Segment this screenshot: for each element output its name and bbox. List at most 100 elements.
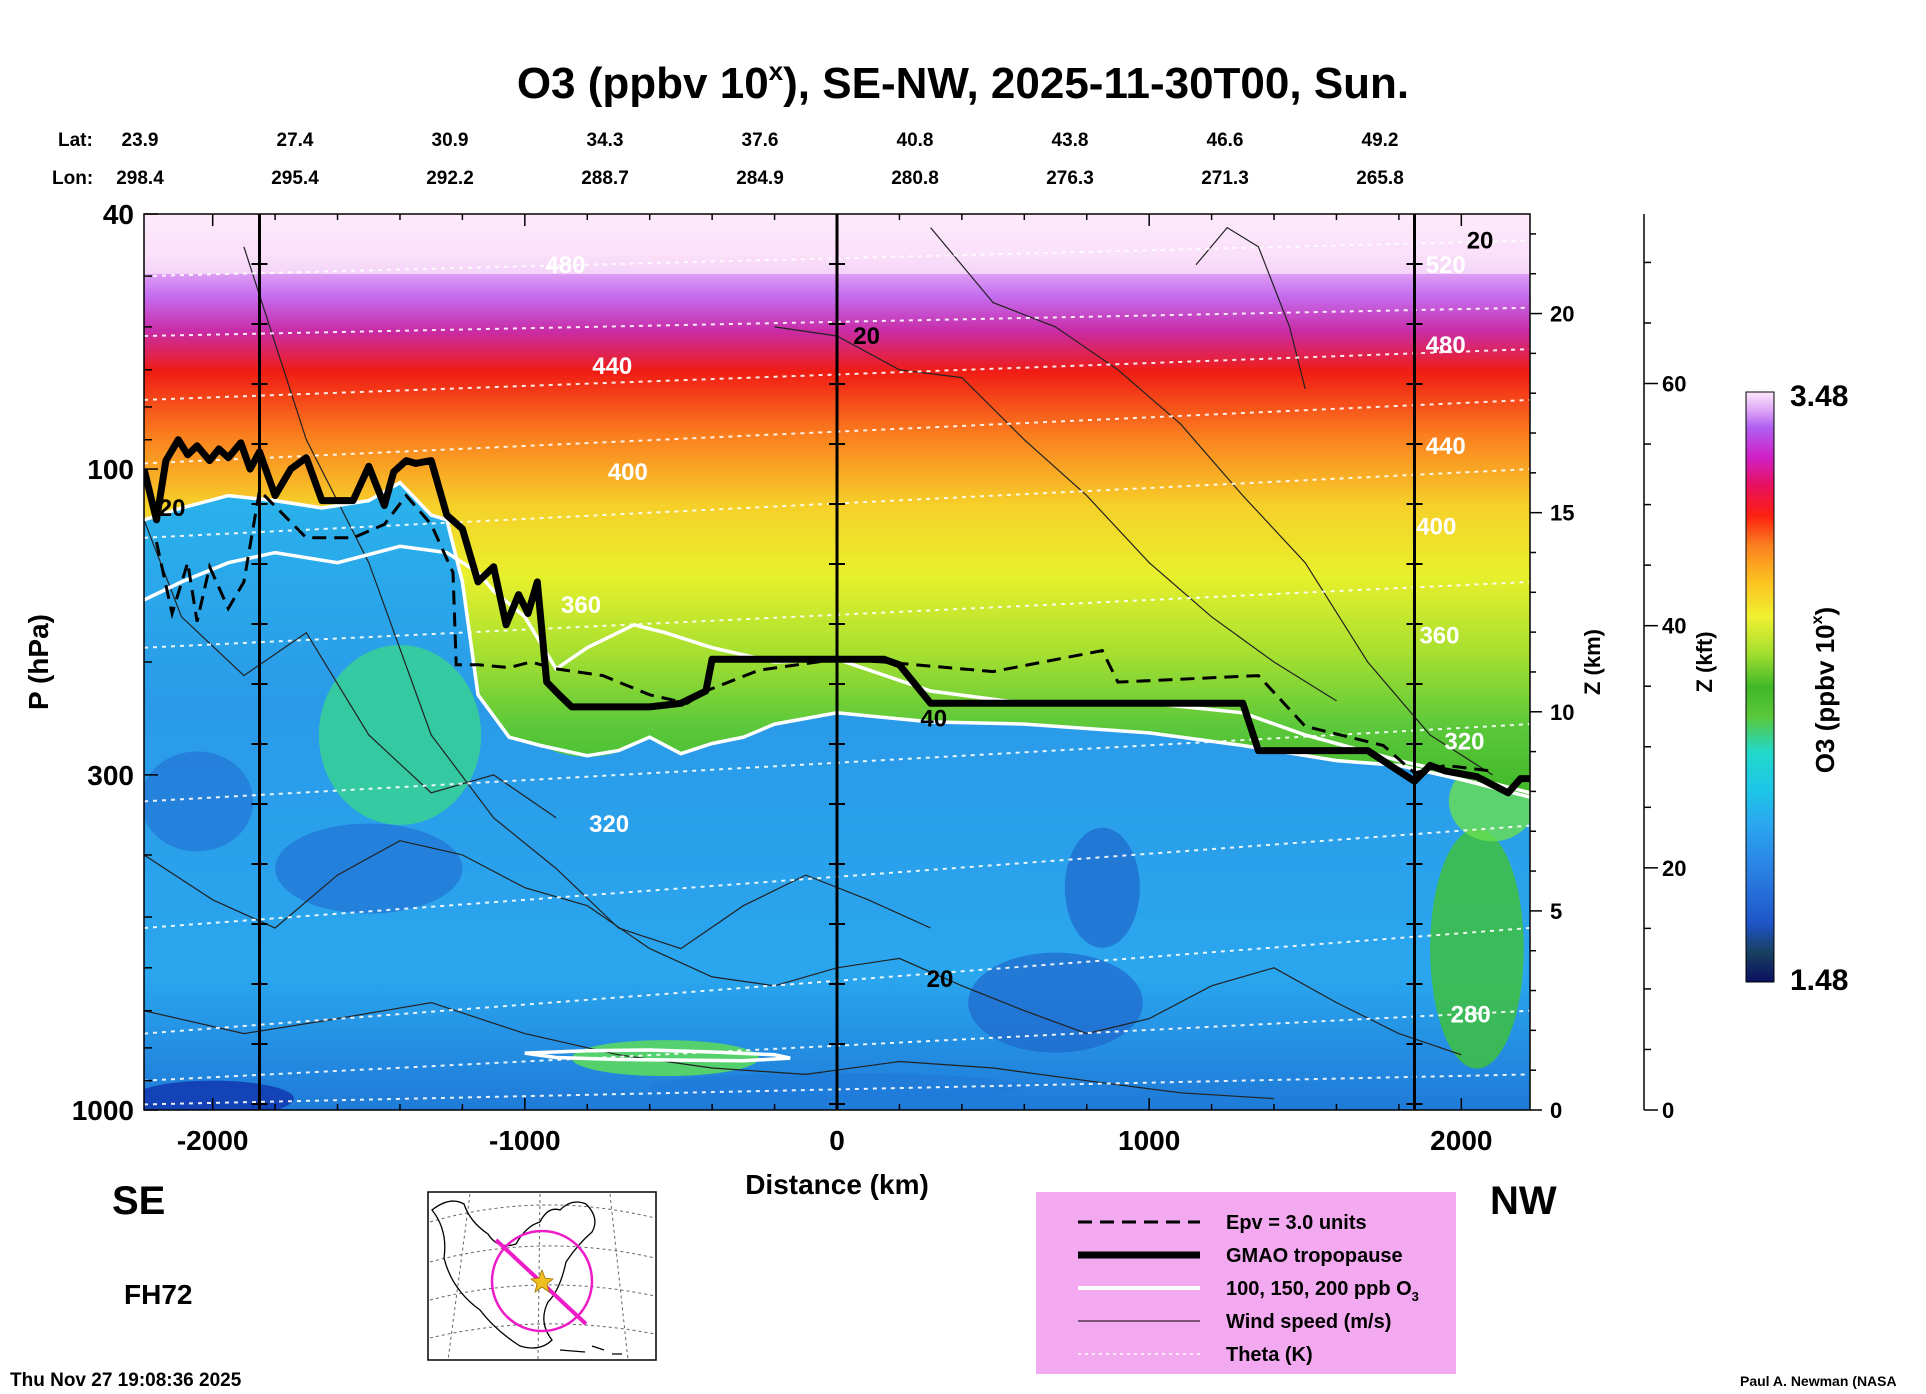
lon-value: 295.4: [271, 168, 319, 189]
theta-label: 360: [561, 592, 601, 619]
colorbar: 3.48 1.48 O3 (ppbv 10x): [1745, 380, 1848, 997]
colorbar-min-label: 1.48: [1790, 964, 1848, 997]
theta-label: 320: [1444, 728, 1484, 755]
lon-value: 280.8: [891, 168, 939, 189]
lon-value: 265.8: [1356, 168, 1404, 189]
o3-lower-loop-contour: [524, 1048, 791, 1063]
credit-text: Paul A. Newman (NASA: [1740, 1373, 1897, 1389]
z-kft-tick-label: 20: [1662, 856, 1686, 881]
x-tick-label: 2000: [1430, 1125, 1492, 1156]
theta-label: 440: [1426, 433, 1466, 460]
legend-label: 100, 150, 200 ppb O3: [1226, 1278, 1419, 1304]
z-kft-axis-label: Z (kft): [1692, 631, 1717, 692]
y-tick-label: 1000: [72, 1095, 134, 1126]
y-axis-label: P (hPa): [23, 614, 54, 710]
inset-map-range-circle: [490, 1229, 594, 1333]
wind-label: 20: [159, 495, 186, 522]
ozone-patch: [275, 823, 463, 914]
lat-value: 27.4: [277, 130, 314, 151]
lon-value: 292.2: [426, 168, 474, 189]
lat-value: 49.2: [1362, 130, 1399, 151]
colorbar-gradient: [1745, 391, 1775, 983]
gmao-tropopause-line: [144, 436, 1530, 797]
wind-speed-contours: [144, 226, 1493, 1100]
inset-map-center-star: [530, 1268, 554, 1293]
y-tick-label: 100: [87, 454, 134, 485]
ozone-patch: [1430, 828, 1524, 1069]
x-axis: -2000 -1000 0 1000 2000: [177, 214, 1492, 1156]
timestamp: Thu Nov 27 19:08:36 2025: [10, 1370, 242, 1391]
lon-value: 271.3: [1201, 168, 1249, 189]
wind-contour: [774, 326, 1337, 702]
z-km-axis-label: Z (km): [1580, 629, 1605, 695]
colorbar-title-end: ): [1810, 607, 1840, 616]
legend-label: Wind speed (m/s): [1226, 1311, 1391, 1333]
z-kft-tick-label: 0: [1662, 1098, 1674, 1123]
lat-value: 46.6: [1207, 130, 1244, 151]
z-km-tick-label: 15: [1550, 501, 1574, 526]
ozone-patch: [144, 751, 254, 852]
lat-value: 43.8: [1052, 130, 1089, 151]
title-superscript: x: [769, 56, 784, 86]
lon-header-label: Lon:: [52, 168, 93, 189]
theta-label: 520: [1426, 252, 1466, 279]
chart-title: O3 (ppbv 10x), SE-NW, 2025-11-30T00, Sun…: [517, 56, 1409, 108]
x-tick-label: 1000: [1118, 1125, 1180, 1156]
inset-map-islands: [559, 1345, 622, 1355]
ozone-patch: [1064, 827, 1140, 948]
theta-label: 360: [1419, 623, 1459, 650]
ozone-patch: [968, 952, 1143, 1053]
legend-entries: Epv = 3.0 units GMAO tropopause 100, 150, …: [1078, 1212, 1419, 1366]
theta-label: 400: [608, 459, 648, 486]
z-km-axis: 0 5 10 15 20: [1530, 233, 1574, 1123]
z-km-tick-label: 20: [1550, 302, 1574, 327]
x-tick-label: -2000: [177, 1125, 249, 1156]
wind-contour: [144, 519, 557, 819]
inset-map: [427, 1191, 657, 1361]
theta-label: 480: [1426, 332, 1466, 359]
wind-label: 40: [920, 705, 947, 732]
theta-label: 400: [1416, 514, 1456, 541]
z-kft-axis: 0 20 40 60: [1643, 214, 1686, 1123]
y-tick-label: 40: [103, 199, 134, 230]
x-axis-label: Distance (km): [745, 1169, 929, 1200]
theta-label: 440: [592, 353, 632, 380]
forecast-hour: FH72: [124, 1279, 192, 1310]
wind-contour: [1195, 226, 1306, 390]
colorbar-title: O3 (ppbv 10x): [1809, 607, 1840, 773]
ozone-patch: [318, 645, 482, 826]
lon-value: 284.9: [736, 168, 784, 189]
wind-label: 20: [927, 966, 954, 993]
lat-value: 37.6: [742, 130, 779, 151]
theta-label: 280: [1451, 1002, 1491, 1029]
se-end-label: SE: [112, 1179, 165, 1223]
wind-contour: [243, 246, 931, 950]
wind-contour: [144, 840, 1462, 1056]
legend-panel: Epv = 3.0 units GMAO tropopause 100, 150, …: [1036, 1192, 1456, 1374]
x-tick-label: -1000: [489, 1125, 561, 1156]
y-axis: 40 100 300 1000: [72, 199, 158, 1126]
lat-value: 34.3: [587, 130, 624, 151]
legend-subscript: 3: [1412, 1289, 1419, 1304]
wind-label: 20: [1467, 228, 1494, 255]
z-km-tick-label: 10: [1550, 700, 1574, 725]
wind-contour: [930, 227, 1493, 776]
wind-speed-labels: 20 20 20 40 20: [159, 228, 1494, 994]
lat-value: 23.9: [122, 130, 159, 151]
z-kft-tick-label: 40: [1662, 614, 1686, 639]
lat-header-label: Lat:: [58, 130, 93, 151]
wind-label: 20: [853, 323, 880, 350]
nw-end-label: NW: [1490, 1179, 1557, 1223]
lat-value: 40.8: [897, 130, 934, 151]
z-kft-tick-label: 60: [1662, 372, 1686, 397]
lat-value: 30.9: [432, 130, 469, 151]
z-km-tick-label: 5: [1550, 899, 1562, 924]
title-rest: ), SE-NW, 2025-11-30T00, Sun.: [783, 59, 1409, 108]
legend-label: Epv = 3.0 units: [1226, 1212, 1367, 1234]
theta-label: 320: [589, 811, 629, 838]
title-main: O3 (ppbv 10: [517, 59, 769, 108]
wind-contour: [144, 1001, 1275, 1100]
y-tick-label: 300: [87, 760, 134, 791]
